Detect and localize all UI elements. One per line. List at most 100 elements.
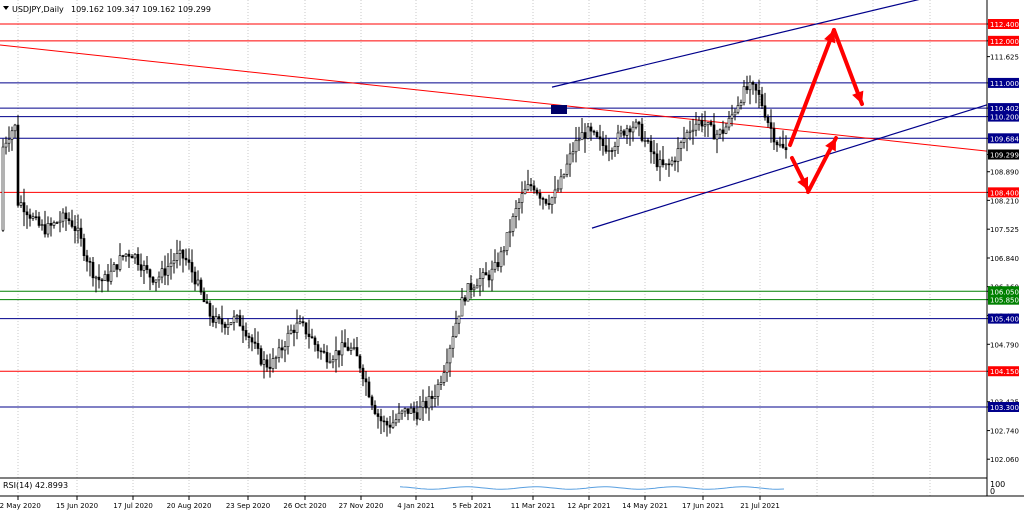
candle-body xyxy=(775,141,779,146)
candle-body xyxy=(436,384,440,397)
time-label: 12 Apr 2021 xyxy=(567,502,610,510)
level-badge-text: 112.000 xyxy=(990,38,1019,46)
candle-body xyxy=(454,322,458,337)
candle-body xyxy=(745,86,749,91)
candle-body xyxy=(19,202,23,206)
level-badge-text: 104.150 xyxy=(990,368,1019,376)
candle-body xyxy=(91,261,95,279)
candle-body xyxy=(700,120,704,127)
candle-body xyxy=(346,346,350,351)
candle-body xyxy=(253,341,257,344)
candle-body xyxy=(349,347,353,351)
candle-body xyxy=(319,350,323,353)
candle-body xyxy=(277,347,281,358)
candle-body xyxy=(4,142,8,148)
level-badge-text: 110.200 xyxy=(990,114,1019,122)
time-label: 4 Jan 2021 xyxy=(397,502,435,510)
candle-body xyxy=(460,297,464,317)
candle-body xyxy=(241,325,245,331)
candle-body xyxy=(37,216,41,226)
rsi-scale-bottom: 0 xyxy=(990,487,995,496)
candle-body xyxy=(739,102,743,106)
candle-body xyxy=(571,151,575,155)
candle-body xyxy=(370,396,374,406)
candle-body xyxy=(670,160,674,165)
candle-body xyxy=(1,146,5,231)
candle-body xyxy=(697,120,701,125)
candle-body xyxy=(136,253,140,265)
price-label: 104.790 xyxy=(990,341,1019,349)
candle-body xyxy=(169,262,173,267)
candle-body xyxy=(34,216,38,219)
candle-body xyxy=(520,193,524,203)
candle-body xyxy=(586,126,590,139)
candle-body xyxy=(550,197,554,205)
candle-body xyxy=(703,124,707,127)
rsi-line xyxy=(399,486,785,490)
candle-body xyxy=(214,316,218,323)
candle-body xyxy=(229,322,233,325)
candle-body xyxy=(481,272,485,279)
level-badge-text: 105.850 xyxy=(990,297,1019,305)
candle-body xyxy=(76,227,80,231)
candle-body xyxy=(736,105,740,113)
candle-body xyxy=(367,381,371,398)
level-badge xyxy=(988,402,1019,412)
triangle-down-icon[interactable] xyxy=(3,6,9,10)
candle-body xyxy=(250,337,254,343)
price-label: 111.625 xyxy=(990,54,1019,62)
current-price-text: 109.299 xyxy=(990,152,1019,160)
candle-body xyxy=(664,163,668,166)
level-badge xyxy=(988,294,1019,305)
candle-body xyxy=(301,321,305,324)
candle-body xyxy=(373,404,377,414)
level-badge xyxy=(988,19,1019,29)
candle-body xyxy=(637,121,641,125)
level-badge xyxy=(988,103,1019,114)
candle-body xyxy=(70,220,74,227)
candle-body xyxy=(667,163,671,166)
candle-body xyxy=(187,259,191,263)
time-scale: 12 May 2020 15 Jun 2020 17 Jul 2020 20 Aug … xyxy=(0,496,780,510)
candle-body xyxy=(130,256,134,259)
level-badge-text: 111.000 xyxy=(990,80,1019,88)
candle-body xyxy=(685,132,689,139)
candle-body xyxy=(22,202,26,213)
candle-body xyxy=(727,117,731,128)
candle-body xyxy=(529,184,533,187)
time-label: 11 Mar 2021 xyxy=(511,502,555,510)
candle-body xyxy=(631,126,635,133)
candle-body xyxy=(289,329,293,334)
candle-body xyxy=(100,279,104,282)
candle-body xyxy=(421,400,425,408)
level-badge xyxy=(988,133,1019,144)
candle-body xyxy=(139,264,143,271)
time-label: 21 Jul 2021 xyxy=(740,502,780,510)
candle-body xyxy=(226,324,230,328)
candle-body xyxy=(316,344,320,352)
candle-body xyxy=(472,287,476,291)
candle-body xyxy=(271,358,275,369)
candle-body xyxy=(751,82,755,85)
level-badge xyxy=(988,313,1019,324)
horizontal-levels xyxy=(0,23,987,408)
candle-body xyxy=(325,352,329,363)
candle-body xyxy=(487,274,491,281)
candle-body xyxy=(160,268,164,278)
candle-body xyxy=(682,138,686,143)
candle-body xyxy=(721,129,725,134)
candle-body xyxy=(619,130,623,134)
candle-body xyxy=(565,163,569,175)
level-badge-text: 112.400 xyxy=(990,21,1019,29)
candle-body xyxy=(199,279,203,293)
candle-body xyxy=(601,138,605,146)
level-badge-text: 108.400 xyxy=(990,189,1019,197)
candle-body xyxy=(559,176,563,190)
candle-body xyxy=(259,348,263,365)
candle-body xyxy=(397,412,401,421)
candle-body xyxy=(340,342,344,356)
candle-body xyxy=(274,357,278,359)
level-badge-text: 110.402 xyxy=(990,105,1019,113)
